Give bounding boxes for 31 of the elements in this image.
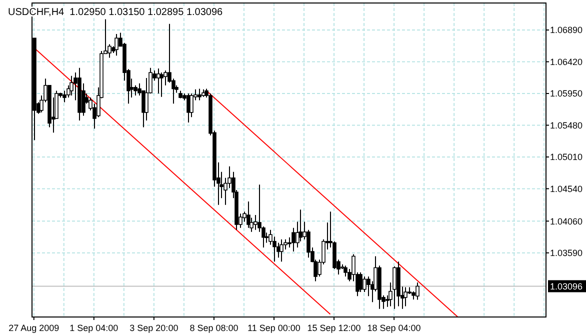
- candlestick: [292, 227, 296, 252]
- y-tick-label: 1.05010: [550, 152, 583, 162]
- candlestick: [190, 92, 194, 118]
- line-series: [206, 90, 458, 318]
- candlestick: [362, 276, 366, 293]
- candlestick: [280, 238, 284, 262]
- y-tick-label: 1.04060: [550, 216, 583, 226]
- x-tick-label: 15 Sep 12:00: [307, 323, 361, 333]
- candlestick: [392, 266, 396, 310]
- candlestick: [70, 75, 74, 96]
- x-tick-label: 18 Sep 04:00: [367, 323, 421, 333]
- candlestick: [198, 88, 202, 101]
- candlestick: [160, 72, 164, 98]
- y-tick-label: 1.03590: [550, 248, 583, 258]
- x-tick-label: 3 Sep 20:00: [130, 323, 178, 333]
- candlestick: [344, 265, 348, 277]
- candlestick: [404, 286, 408, 307]
- y-tick-label: 1.04540: [550, 184, 583, 194]
- candlestick: [416, 282, 420, 300]
- y-tick-label: 1.06420: [550, 56, 583, 67]
- candlestick: [358, 272, 362, 293]
- x-tick-label: 27 Aug 2009: [8, 323, 60, 333]
- x-tick-label: 8 Sep 08:00: [190, 323, 238, 333]
- x-tick-label: 1 Sep 04:00: [70, 323, 118, 333]
- candlestick: [114, 34, 118, 56]
- ref-line-label: 1.03096: [550, 281, 583, 292]
- x-tick-label: 11 Sep 00:00: [248, 323, 300, 333]
- y-tick-label: 1.05480: [550, 120, 583, 130]
- y-tick-label: 1.05950: [550, 88, 583, 99]
- y-tick-label: 1.06890: [550, 25, 583, 36]
- candlestick: [246, 201, 250, 228]
